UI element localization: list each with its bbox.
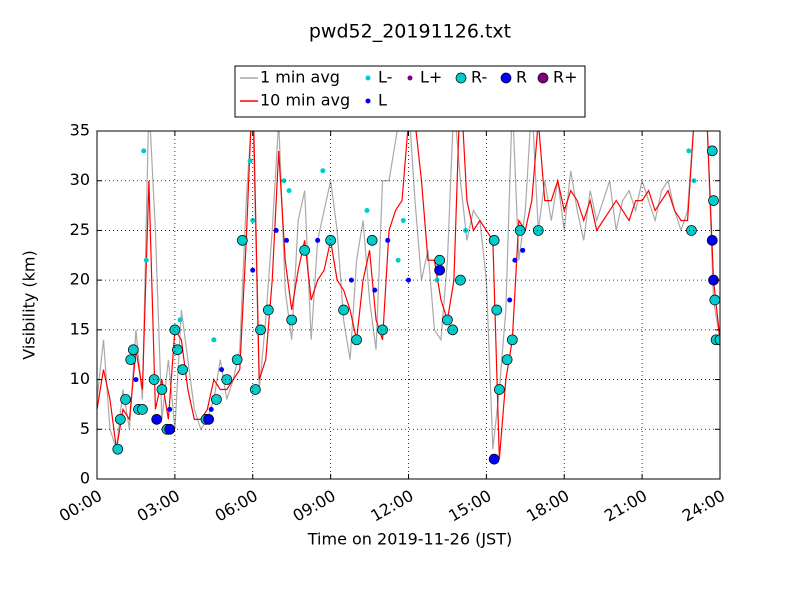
data-point: [283, 237, 289, 243]
legend-label: L: [378, 91, 387, 110]
data-point: [366, 235, 378, 246]
data-point: [211, 337, 217, 343]
data-point: [714, 334, 720, 346]
data-point: [151, 413, 163, 425]
y-tick-label: 35: [70, 121, 90, 140]
data-point: [507, 297, 513, 303]
y-tick-label: 20: [70, 270, 90, 289]
data-point: [491, 304, 503, 316]
data-point: [141, 148, 147, 154]
data-point: [120, 394, 131, 405]
data-point: [455, 274, 466, 286]
y-tick-label: 30: [70, 170, 90, 189]
data-point: [127, 344, 139, 356]
data-point: [320, 168, 326, 174]
data-point: [299, 244, 311, 256]
data-point: [494, 384, 505, 395]
y-tick-label: 0: [80, 469, 90, 488]
data-point: [169, 324, 181, 336]
data-point: [512, 257, 518, 263]
data-point: [281, 178, 287, 184]
data-point: [250, 217, 256, 223]
legend-swatch: [455, 72, 467, 84]
data-point: [488, 235, 500, 246]
legend-label: 10 min avg: [260, 91, 350, 110]
data-point: [273, 227, 279, 233]
data-point: [286, 314, 298, 326]
data-point: [203, 413, 214, 425]
data-point: [501, 354, 513, 366]
legend-swatch: [365, 98, 371, 104]
data-point: [221, 374, 233, 385]
plot-area: [97, 131, 720, 465]
y-tick-label: 15: [70, 319, 90, 338]
x-axis-label: Time on 2019-11-26 (JST): [307, 530, 512, 549]
data-point: [691, 178, 697, 184]
data-point: [434, 254, 445, 266]
data-point: [231, 354, 243, 366]
data-point: [406, 277, 411, 283]
data-point: [137, 404, 148, 415]
data-point: [112, 443, 124, 455]
legend-label: R: [516, 68, 527, 87]
data-point: [488, 453, 500, 465]
data-point: [708, 195, 719, 206]
data-point: [249, 384, 261, 395]
data-point: [709, 294, 720, 306]
data-point: [338, 304, 349, 316]
data-point: [348, 277, 354, 283]
data-point: [286, 188, 292, 194]
data-point: [177, 364, 189, 375]
data-point: [219, 367, 225, 373]
data-point: [115, 413, 126, 425]
legend-swatch: [537, 72, 549, 84]
legend: [234, 65, 586, 118]
data-point: [211, 394, 222, 405]
legend-label: 1 min avg: [260, 68, 340, 87]
legend-swatch: [500, 72, 512, 84]
data-point: [434, 264, 445, 276]
data-point: [247, 158, 253, 164]
data-point: [400, 217, 406, 223]
data-point: [177, 317, 183, 323]
data-point: [315, 237, 321, 243]
data-point: [442, 314, 453, 326]
data-point: [208, 406, 214, 412]
data-point: [167, 406, 173, 412]
series-line: [97, 131, 720, 450]
data-point: [156, 384, 168, 395]
legend-label: L+: [420, 68, 442, 87]
data-point: [514, 225, 526, 236]
data-point: [250, 267, 256, 273]
data-point: [395, 257, 401, 263]
y-axis-label: Visibility (km): [20, 250, 39, 359]
data-point: [172, 344, 183, 356]
legend-swatch: [407, 75, 413, 81]
chart-title: pwd52_20191126.txt: [309, 21, 511, 43]
legend-label: L-: [378, 68, 392, 87]
data-point: [686, 225, 697, 236]
data-point: [125, 354, 137, 366]
data-point: [706, 145, 718, 157]
legend-label: R+: [553, 68, 578, 87]
data-point: [520, 247, 526, 253]
data-point: [377, 324, 388, 336]
data-point: [133, 377, 139, 383]
data-point: [364, 208, 370, 214]
data-point: [237, 235, 248, 246]
y-tick-label: 10: [70, 369, 90, 388]
data-point: [686, 148, 692, 154]
data-point: [506, 334, 518, 346]
y-tick-label: 25: [70, 220, 90, 239]
data-point: [351, 334, 362, 346]
data-point: [143, 257, 149, 263]
data-point: [385, 237, 391, 243]
data-point: [372, 287, 378, 293]
legend-label: R-: [471, 68, 487, 87]
data-point: [706, 235, 718, 246]
data-point: [262, 304, 274, 316]
legend-swatch: [365, 75, 371, 81]
y-tick-label: 5: [80, 419, 90, 438]
